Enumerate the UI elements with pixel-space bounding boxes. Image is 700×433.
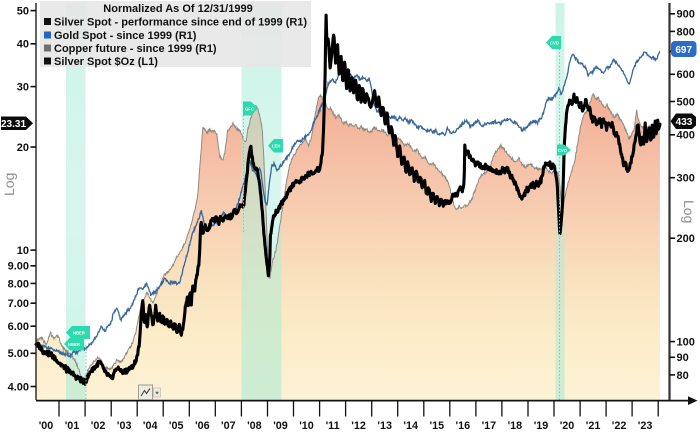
svg-text:8.00: 8.00 <box>8 278 29 290</box>
svg-text:'15: '15 <box>430 420 445 432</box>
svg-text:'22: '22 <box>612 420 627 432</box>
svg-text:23.31: 23.31 <box>1 119 26 130</box>
svg-text:40: 40 <box>17 39 29 51</box>
svg-text:'17: '17 <box>482 420 497 432</box>
svg-text:Gold Spot - since 1999 (R1): Gold Spot - since 1999 (R1) <box>54 30 197 42</box>
svg-text:'03: '03 <box>117 420 132 432</box>
svg-text:'21: '21 <box>586 420 601 432</box>
svg-text:'11: '11 <box>326 420 340 432</box>
svg-text:500: 500 <box>677 96 695 108</box>
svg-text:'08: '08 <box>247 420 262 432</box>
svg-text:7.00: 7.00 <box>8 298 29 310</box>
svg-text:'10: '10 <box>299 420 314 432</box>
svg-text:Silver Spot $Oz (L1): Silver Spot $Oz (L1) <box>54 56 158 68</box>
svg-text:'02: '02 <box>91 420 106 432</box>
svg-text:CVD: CVD <box>558 148 567 153</box>
svg-text:'18: '18 <box>508 420 523 432</box>
svg-text:600: 600 <box>677 69 695 81</box>
svg-text:'04: '04 <box>143 420 158 432</box>
svg-text:'13: '13 <box>377 420 392 432</box>
svg-text:300: 300 <box>677 173 695 185</box>
svg-text:90: 90 <box>677 352 689 364</box>
svg-text:Log: Log <box>1 173 17 196</box>
svg-text:'09: '09 <box>273 420 288 432</box>
svg-text:900: 900 <box>677 9 695 21</box>
svg-text:'12: '12 <box>351 420 366 432</box>
svg-text:'00: '00 <box>39 420 54 432</box>
svg-text:CVD: CVD <box>550 41 559 46</box>
svg-text:697: 697 <box>675 45 692 56</box>
svg-text:'23: '23 <box>638 420 653 432</box>
svg-text:30: 30 <box>17 82 29 94</box>
svg-text:100: 100 <box>677 337 695 349</box>
svg-text:GFC: GFC <box>245 107 254 112</box>
svg-text:50: 50 <box>17 6 29 18</box>
svg-text:'14: '14 <box>403 420 418 432</box>
svg-text:400: 400 <box>677 130 695 142</box>
svg-text:9.00: 9.00 <box>8 261 29 273</box>
svg-text:'01: '01 <box>65 420 80 432</box>
svg-text:Silver Spot - performance sinc: Silver Spot - performance since end of 1… <box>54 17 307 29</box>
svg-text:LEH: LEH <box>272 144 280 149</box>
svg-text:'07: '07 <box>221 420 236 432</box>
svg-text:6.00: 6.00 <box>8 321 29 333</box>
svg-text:NBER: NBER <box>73 331 85 336</box>
svg-text:Log: Log <box>681 200 697 223</box>
svg-text:20: 20 <box>17 142 29 154</box>
svg-text:'19: '19 <box>534 420 549 432</box>
svg-text:10: 10 <box>17 245 29 257</box>
svg-text:'05: '05 <box>169 420 184 432</box>
svg-text:80: 80 <box>677 370 689 382</box>
svg-text:4.00: 4.00 <box>8 381 29 393</box>
svg-text:'20: '20 <box>560 420 575 432</box>
svg-text:200: 200 <box>677 233 695 245</box>
svg-text:433: 433 <box>676 117 693 128</box>
svg-text:'06: '06 <box>195 420 210 432</box>
svg-text:'16: '16 <box>456 420 471 432</box>
svg-text:800: 800 <box>677 26 695 38</box>
svg-text:NBER: NBER <box>68 342 80 347</box>
svg-text:Copper future - since 1999 (R1: Copper future - since 1999 (R1) <box>54 43 217 55</box>
svg-text:Normalized As Of 12/31/1999: Normalized As Of 12/31/1999 <box>103 3 252 15</box>
svg-text:5.00: 5.00 <box>8 348 29 360</box>
